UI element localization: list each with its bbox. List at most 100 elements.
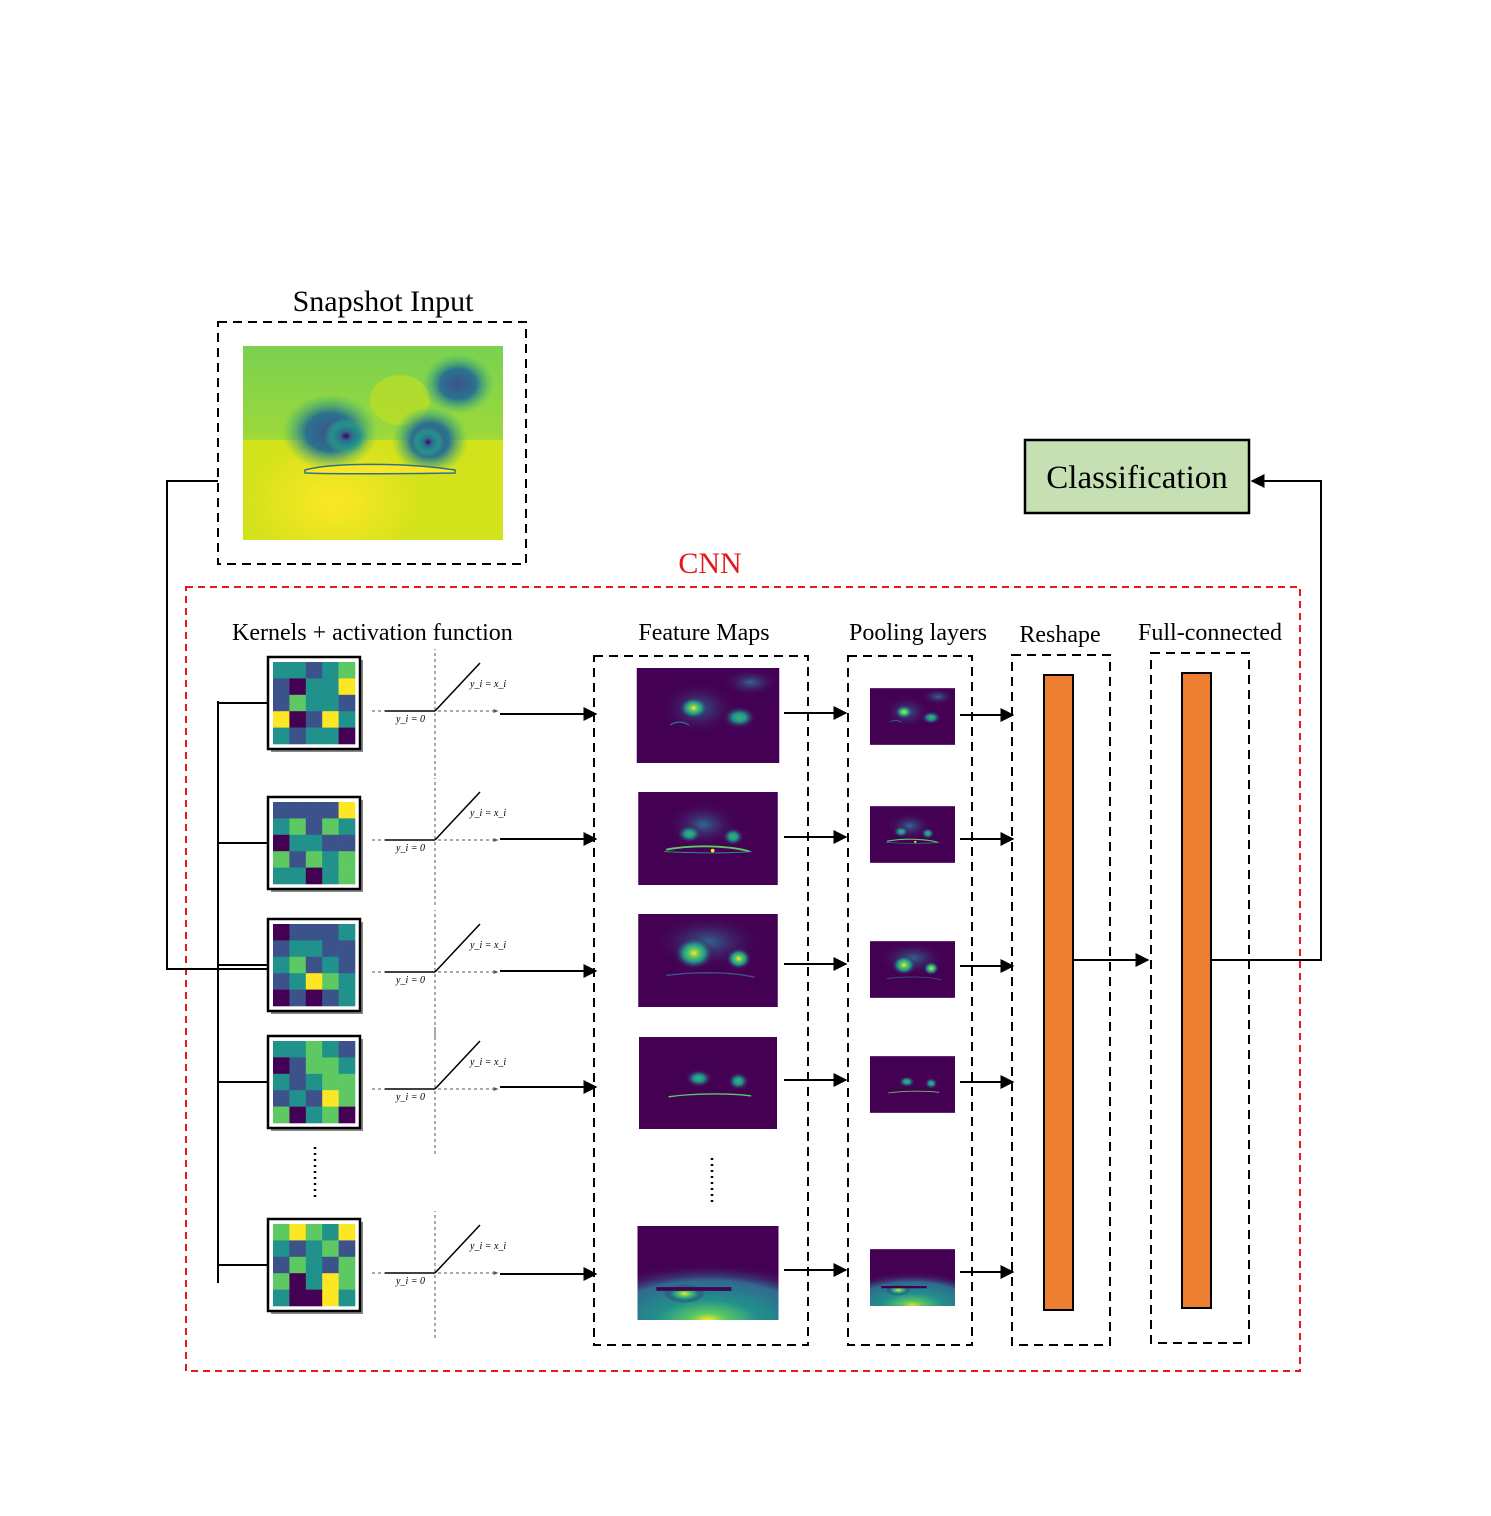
kernel-cell — [338, 1273, 356, 1290]
kernel-cell — [289, 867, 307, 885]
kernel-cell — [338, 1289, 356, 1307]
kernel-cell — [305, 1090, 323, 1107]
cnn-label: CNN — [678, 547, 741, 580]
kernel-cell — [305, 1273, 323, 1290]
kernel-cell — [289, 1041, 307, 1058]
kernel-cell — [273, 727, 290, 745]
kernel-cell — [322, 989, 339, 1007]
kernel-cell — [322, 662, 339, 679]
kernel-cell — [305, 989, 323, 1007]
relu-linear-segment — [434, 662, 481, 712]
kernel-cell — [273, 694, 290, 712]
pooled-map-1 — [870, 687, 955, 746]
kernel-cell — [289, 1240, 307, 1258]
kernel-cell — [322, 924, 339, 941]
relu-linear-segment — [434, 1224, 481, 1274]
kernel-cell — [273, 711, 290, 728]
kernel-cell — [305, 1073, 323, 1091]
kernel-cell — [289, 727, 307, 745]
kernel-cell — [305, 662, 323, 679]
kernel-cell — [322, 1240, 339, 1258]
kernel-cell — [305, 1224, 323, 1241]
kernel-cell — [273, 989, 290, 1007]
relu-zero-label: y_i = 0 — [395, 1276, 425, 1287]
full-connected-frame — [1150, 652, 1250, 1344]
kernel-cell — [289, 818, 307, 836]
kernel-cell — [338, 802, 356, 819]
pooling-heading: Pooling layers — [849, 620, 987, 646]
kernel-cell — [289, 1073, 307, 1091]
feature-maps-heading: Feature Maps — [638, 620, 769, 646]
kernel-cell — [305, 1057, 323, 1075]
kernel-cell — [289, 1057, 307, 1075]
kernel-cell — [338, 924, 356, 941]
kernel-cell — [305, 924, 323, 941]
kernel-cell — [273, 1090, 290, 1107]
kernel-cell — [338, 662, 356, 679]
reshape-frame — [1011, 654, 1111, 1346]
relu-positive-label: y_i = x_i — [469, 940, 506, 951]
kernel-cell — [338, 818, 356, 836]
relu-positive-label: y_i = x_i — [469, 679, 506, 690]
kernel-cell — [338, 867, 356, 885]
kernel-cell — [289, 678, 307, 696]
full-connected-heading: Full-connected — [1138, 620, 1282, 646]
kernel-cell — [338, 1106, 356, 1124]
kernel-cell — [273, 1041, 290, 1058]
kernel-cell — [273, 1256, 290, 1274]
relu-positive-label: y_i = x_i — [469, 1057, 506, 1068]
kernel-cell — [338, 694, 356, 712]
kernel-cell — [305, 851, 323, 868]
pooled-map-4 — [870, 1055, 955, 1114]
kernel-cell — [322, 1073, 339, 1091]
kernel-cell — [305, 867, 323, 885]
kernel-cell — [273, 1289, 290, 1307]
kernel-cell — [338, 989, 356, 1007]
relu-positive-label: y_i = x_i — [469, 1241, 506, 1252]
kernel-cell — [289, 694, 307, 712]
kernel-cell — [273, 973, 290, 990]
kernel-cell — [305, 973, 323, 990]
fc-to-classification-arrow — [1211, 474, 1322, 961]
kernel-cell — [338, 1240, 356, 1258]
kernel-cell — [289, 956, 307, 974]
kernel-cell — [322, 678, 339, 696]
kernel-cell — [289, 711, 307, 728]
kernel-cell — [289, 1289, 307, 1307]
kernel-cell — [322, 851, 339, 868]
kernel-cell — [338, 973, 356, 990]
kernel-cell — [305, 727, 323, 745]
kernel-cell — [322, 1256, 339, 1274]
relu-zero-label: y_i = 0 — [395, 843, 425, 854]
reshape-heading: Reshape — [1019, 622, 1100, 648]
kernel-cell — [338, 956, 356, 974]
kernel-cell — [305, 818, 323, 836]
kernel-cell — [289, 924, 307, 941]
kernel-cell — [322, 956, 339, 974]
pooled-map-2 — [870, 805, 955, 864]
kernel-cell — [289, 1224, 307, 1241]
kernel-cell — [273, 851, 290, 868]
kernel-cell — [273, 678, 290, 696]
kernel-cell — [322, 1106, 339, 1124]
kernel-cell — [305, 1240, 323, 1258]
snapshot-input-title: Snapshot Input — [293, 285, 475, 318]
reshape-vector-bar — [1043, 674, 1074, 1311]
kernel-cell — [305, 956, 323, 974]
kernel-cell — [322, 1273, 339, 1290]
kernel-cell — [289, 834, 307, 852]
snapshot-input-frame — [217, 321, 527, 565]
kernel-cell — [322, 867, 339, 885]
kernel-cell — [305, 1289, 323, 1307]
feature-map-2 — [637, 792, 779, 885]
classification-box — [1023, 438, 1251, 515]
kernel-cell — [289, 1256, 307, 1274]
kernel-cell — [322, 834, 339, 852]
kernel-cell — [289, 662, 307, 679]
kernel-cell — [289, 1106, 307, 1124]
kernel-cell — [273, 940, 290, 958]
kernel-cell — [273, 1224, 290, 1241]
feature-map-1 — [636, 668, 780, 763]
